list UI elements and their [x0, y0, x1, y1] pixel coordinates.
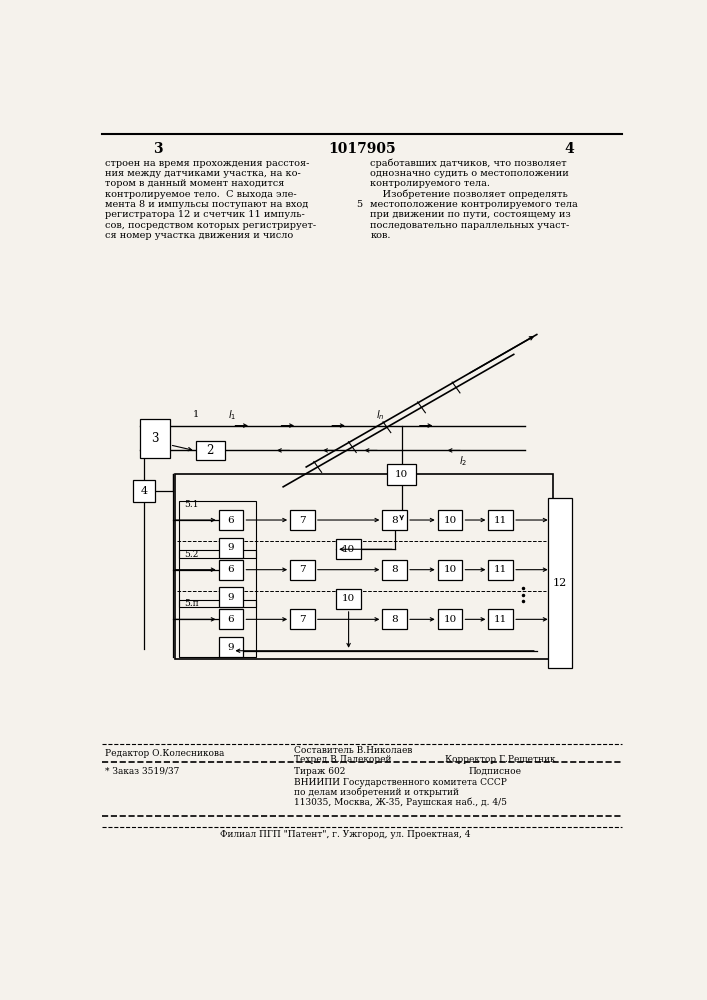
Text: 10: 10 [443, 565, 457, 574]
Text: 8: 8 [392, 615, 398, 624]
Text: 4: 4 [141, 486, 148, 496]
Text: 1017905: 1017905 [328, 142, 396, 156]
Bar [218, 587, 243, 607]
Text: ния между датчиками участка, на ко-: ния между датчиками участка, на ко- [105, 169, 301, 178]
Text: при движении по пути, состоящему из: при движении по пути, состоящему из [370, 210, 571, 219]
Bar [337, 589, 361, 609]
Text: 9: 9 [228, 543, 234, 552]
Text: сов, посредством которых регистрирует-: сов, посредством которых регистрирует- [105, 221, 317, 230]
Text: 4: 4 [564, 142, 574, 156]
Bar [438, 609, 462, 629]
Bar [489, 510, 513, 530]
Text: 10: 10 [395, 470, 408, 479]
Text: 10: 10 [342, 545, 355, 554]
Text: 6: 6 [228, 615, 234, 624]
Text: 9: 9 [228, 643, 234, 652]
Bar [382, 560, 407, 580]
Text: 5.п: 5.п [184, 599, 199, 608]
Bar [290, 560, 315, 580]
Text: 9: 9 [228, 593, 234, 602]
Text: 10: 10 [443, 516, 457, 525]
Text: * Заказ 3519/37: * Заказ 3519/37 [105, 767, 180, 776]
Bar [180, 501, 255, 558]
Text: Тираж 602: Тираж 602 [293, 767, 345, 776]
Text: 2: 2 [206, 444, 214, 457]
Text: Корректор Г.Решетник: Корректор Г.Решетник [445, 755, 556, 764]
Text: Редактор О.Колесникова: Редактор О.Колесникова [105, 749, 225, 758]
Bar [218, 609, 243, 629]
Text: 5.1: 5.1 [184, 500, 199, 509]
Text: 7: 7 [299, 516, 306, 525]
Bar [134, 480, 155, 502]
Text: контролируемое тело.  С выхода эле-: контролируемое тело. С выхода эле- [105, 190, 297, 199]
Text: однозначно судить о местоположении: однозначно судить о местоположении [370, 169, 569, 178]
Text: 3: 3 [151, 432, 158, 445]
Bar [140, 419, 170, 458]
Bar [489, 560, 513, 580]
Text: 12: 12 [553, 578, 567, 588]
Text: 5.2: 5.2 [184, 550, 199, 559]
Bar [218, 510, 243, 530]
Bar [218, 560, 243, 580]
Text: ся номер участка движения и число: ся номер участка движения и число [105, 231, 293, 240]
Bar [218, 637, 243, 657]
Bar [382, 510, 407, 530]
Text: 10: 10 [443, 615, 457, 624]
Text: $l_n$: $l_n$ [375, 408, 385, 422]
Text: тором в данный момент находится: тором в данный момент находится [105, 179, 285, 188]
Bar [549, 498, 571, 668]
Bar [175, 474, 553, 659]
Text: Техред В.Далекорей: Техред В.Далекорей [293, 755, 391, 764]
Text: Филиал ПГП "Патент", г. Ужгород, ул. Проектная, 4: Филиал ПГП "Патент", г. Ужгород, ул. Про… [220, 830, 471, 839]
Text: строен на время прохождения расстоя-: строен на время прохождения расстоя- [105, 158, 310, 167]
Bar [196, 441, 225, 460]
Text: мента 8 и импульсы поступают на вход: мента 8 и импульсы поступают на вход [105, 200, 309, 209]
Text: 8: 8 [392, 516, 398, 525]
Text: 11: 11 [494, 516, 508, 525]
Bar [290, 609, 315, 629]
Text: 6: 6 [228, 565, 234, 574]
Text: ВНИИПИ Государственного комитета СССР: ВНИИПИ Государственного комитета СССР [293, 778, 507, 787]
Bar [438, 510, 462, 530]
Text: Составитель В.Николаев: Составитель В.Николаев [293, 746, 412, 755]
Text: по делам изобретений и открытий: по делам изобретений и открытий [293, 788, 459, 797]
Text: 11: 11 [494, 615, 508, 624]
Text: 113035, Москва, Ж-35, Раушская наб., д. 4/5: 113035, Москва, Ж-35, Раушская наб., д. … [293, 798, 507, 807]
Bar [218, 538, 243, 558]
Text: 6: 6 [228, 516, 234, 525]
Text: Подписное: Подписное [468, 767, 521, 776]
Text: местоположение контролируемого тела: местоположение контролируемого тела [370, 200, 578, 209]
Text: $l_2$: $l_2$ [459, 454, 467, 468]
Text: 1: 1 [192, 410, 199, 419]
Text: сработавших датчиков, что позволяет: сработавших датчиков, что позволяет [370, 158, 567, 168]
Text: регистратора 12 и счетчик 11 импуль-: регистратора 12 и счетчик 11 импуль- [105, 210, 305, 219]
Text: контролируемого тела.: контролируемого тела. [370, 179, 491, 188]
Bar [387, 464, 416, 485]
Bar [489, 609, 513, 629]
Text: ков.: ков. [370, 231, 391, 240]
Bar [382, 609, 407, 629]
Text: 8: 8 [392, 565, 398, 574]
Bar [290, 510, 315, 530]
Text: 10: 10 [342, 594, 355, 603]
Text: Изобретение позволяет определять: Изобретение позволяет определять [370, 190, 568, 199]
Bar [438, 560, 462, 580]
Text: $l_1$: $l_1$ [228, 408, 237, 422]
Text: 7: 7 [299, 615, 306, 624]
Text: 5: 5 [356, 200, 363, 209]
Bar [180, 550, 255, 607]
Text: последовательно параллельных участ-: последовательно параллельных участ- [370, 221, 570, 230]
Text: 3: 3 [153, 142, 163, 156]
Bar [337, 539, 361, 559]
Text: 11: 11 [494, 565, 508, 574]
Text: 7: 7 [299, 565, 306, 574]
Bar [180, 600, 255, 657]
